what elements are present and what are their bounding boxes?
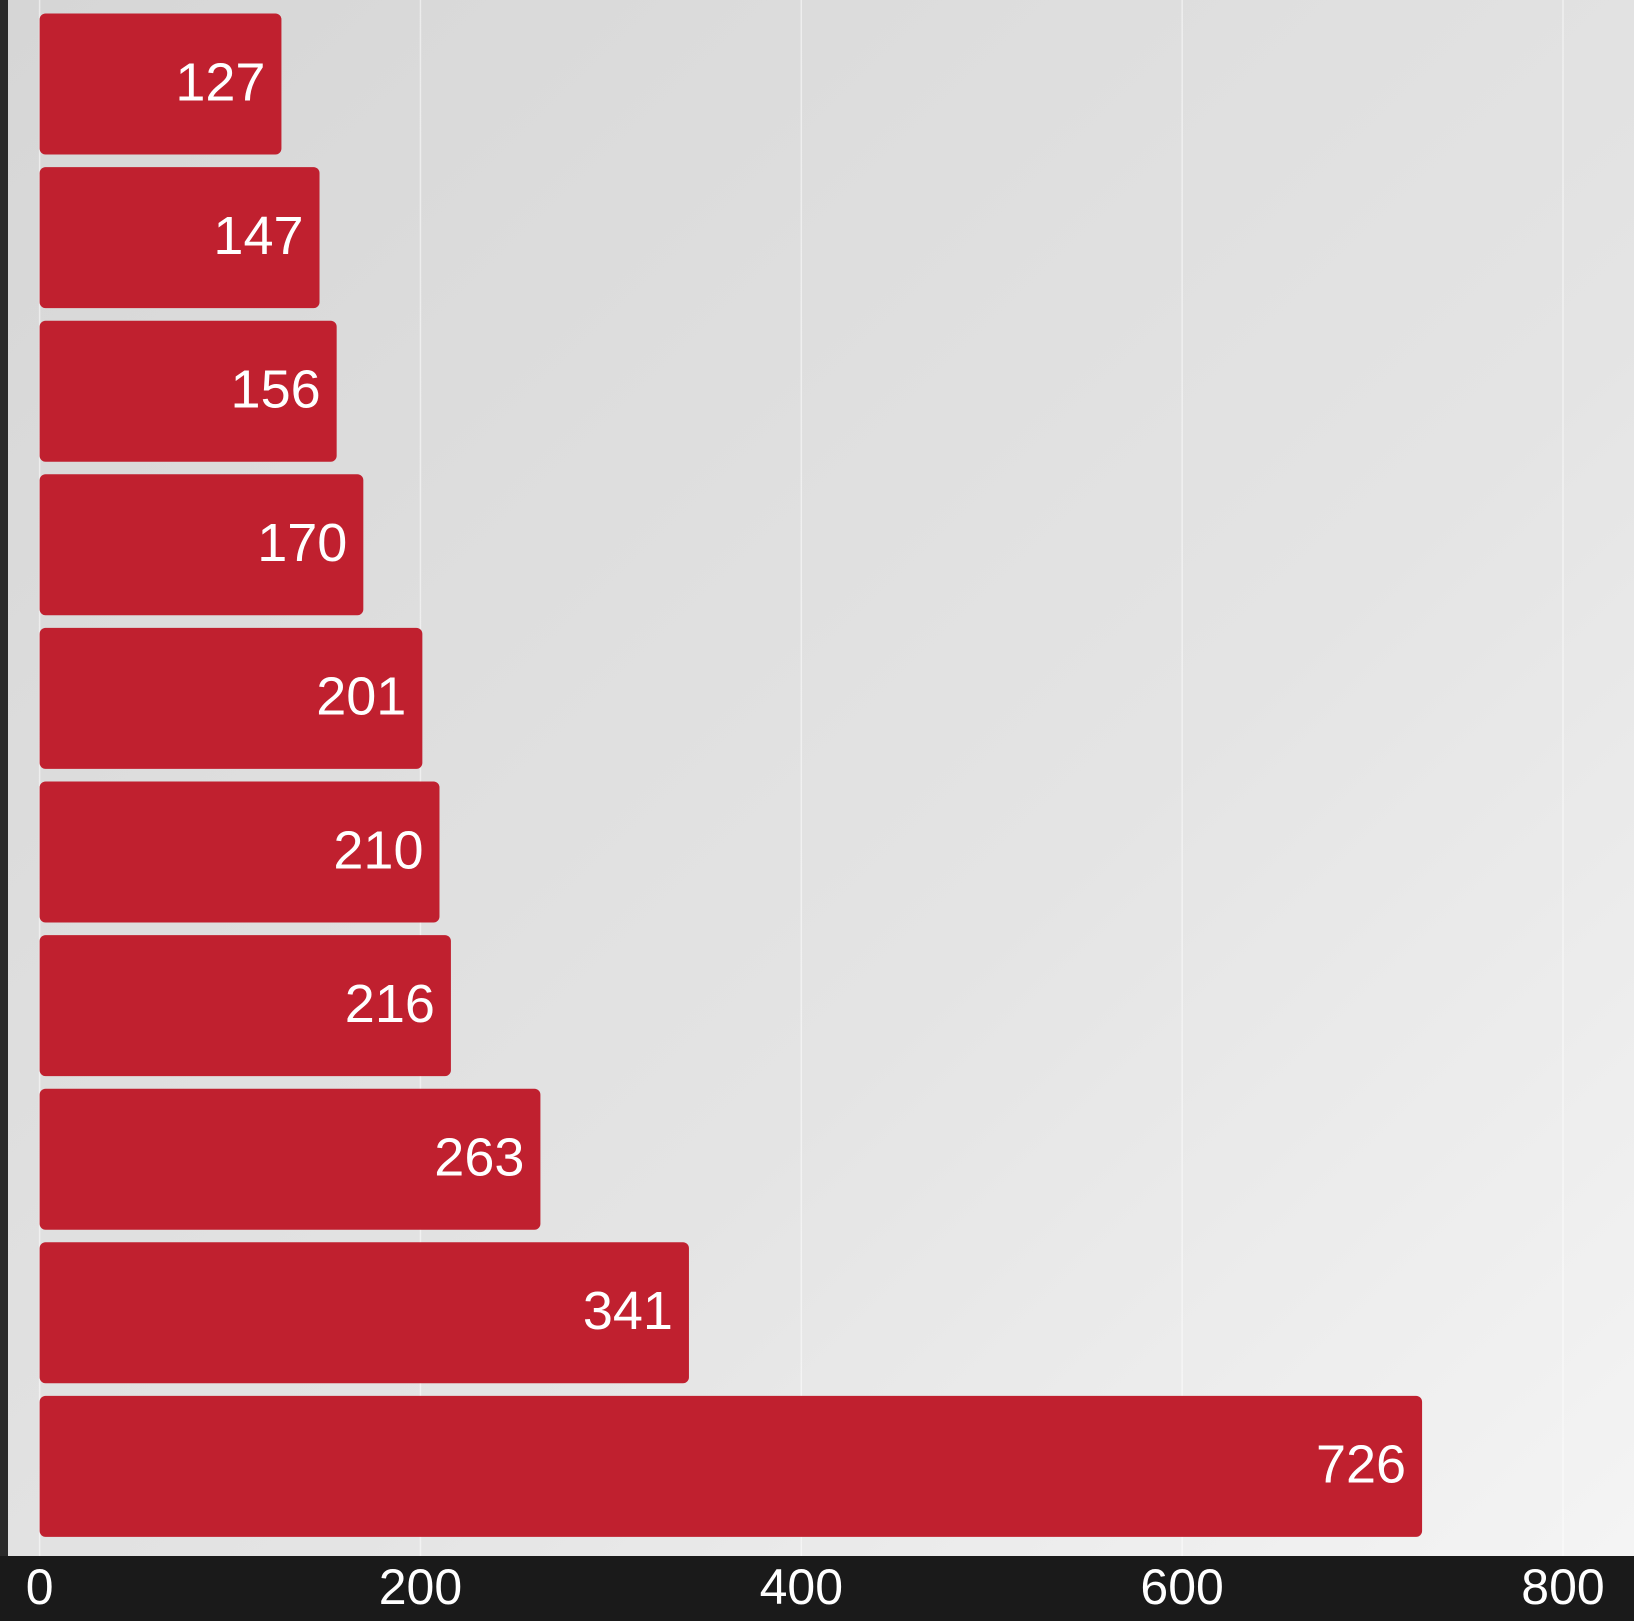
value-label: 127 bbox=[175, 52, 265, 112]
left-edge bbox=[0, 0, 8, 1556]
value-label: 156 bbox=[231, 359, 321, 419]
value-label: 216 bbox=[345, 974, 435, 1034]
value-label: 210 bbox=[333, 820, 423, 880]
x-tick-label: 600 bbox=[1140, 1559, 1223, 1615]
value-label: 201 bbox=[316, 667, 406, 727]
value-label: 726 bbox=[1316, 1435, 1406, 1495]
x-tick-label: 200 bbox=[379, 1559, 462, 1615]
x-tick-label: 800 bbox=[1521, 1559, 1604, 1615]
x-tick-label: 400 bbox=[760, 1559, 843, 1615]
value-label: 263 bbox=[434, 1127, 524, 1187]
x-tick-label: 0 bbox=[26, 1559, 54, 1615]
bar bbox=[40, 1396, 1422, 1537]
value-label: 170 bbox=[257, 513, 347, 573]
chart: 0 200 400 600 800 127 147 156 170 201 210 216 263 341… bbox=[0, 0, 1634, 1621]
page: {"chart_data": {"type": "bar", "orientat… bbox=[0, 0, 1634, 1621]
value-label: 341 bbox=[583, 1281, 673, 1341]
value-label: 147 bbox=[213, 206, 303, 266]
